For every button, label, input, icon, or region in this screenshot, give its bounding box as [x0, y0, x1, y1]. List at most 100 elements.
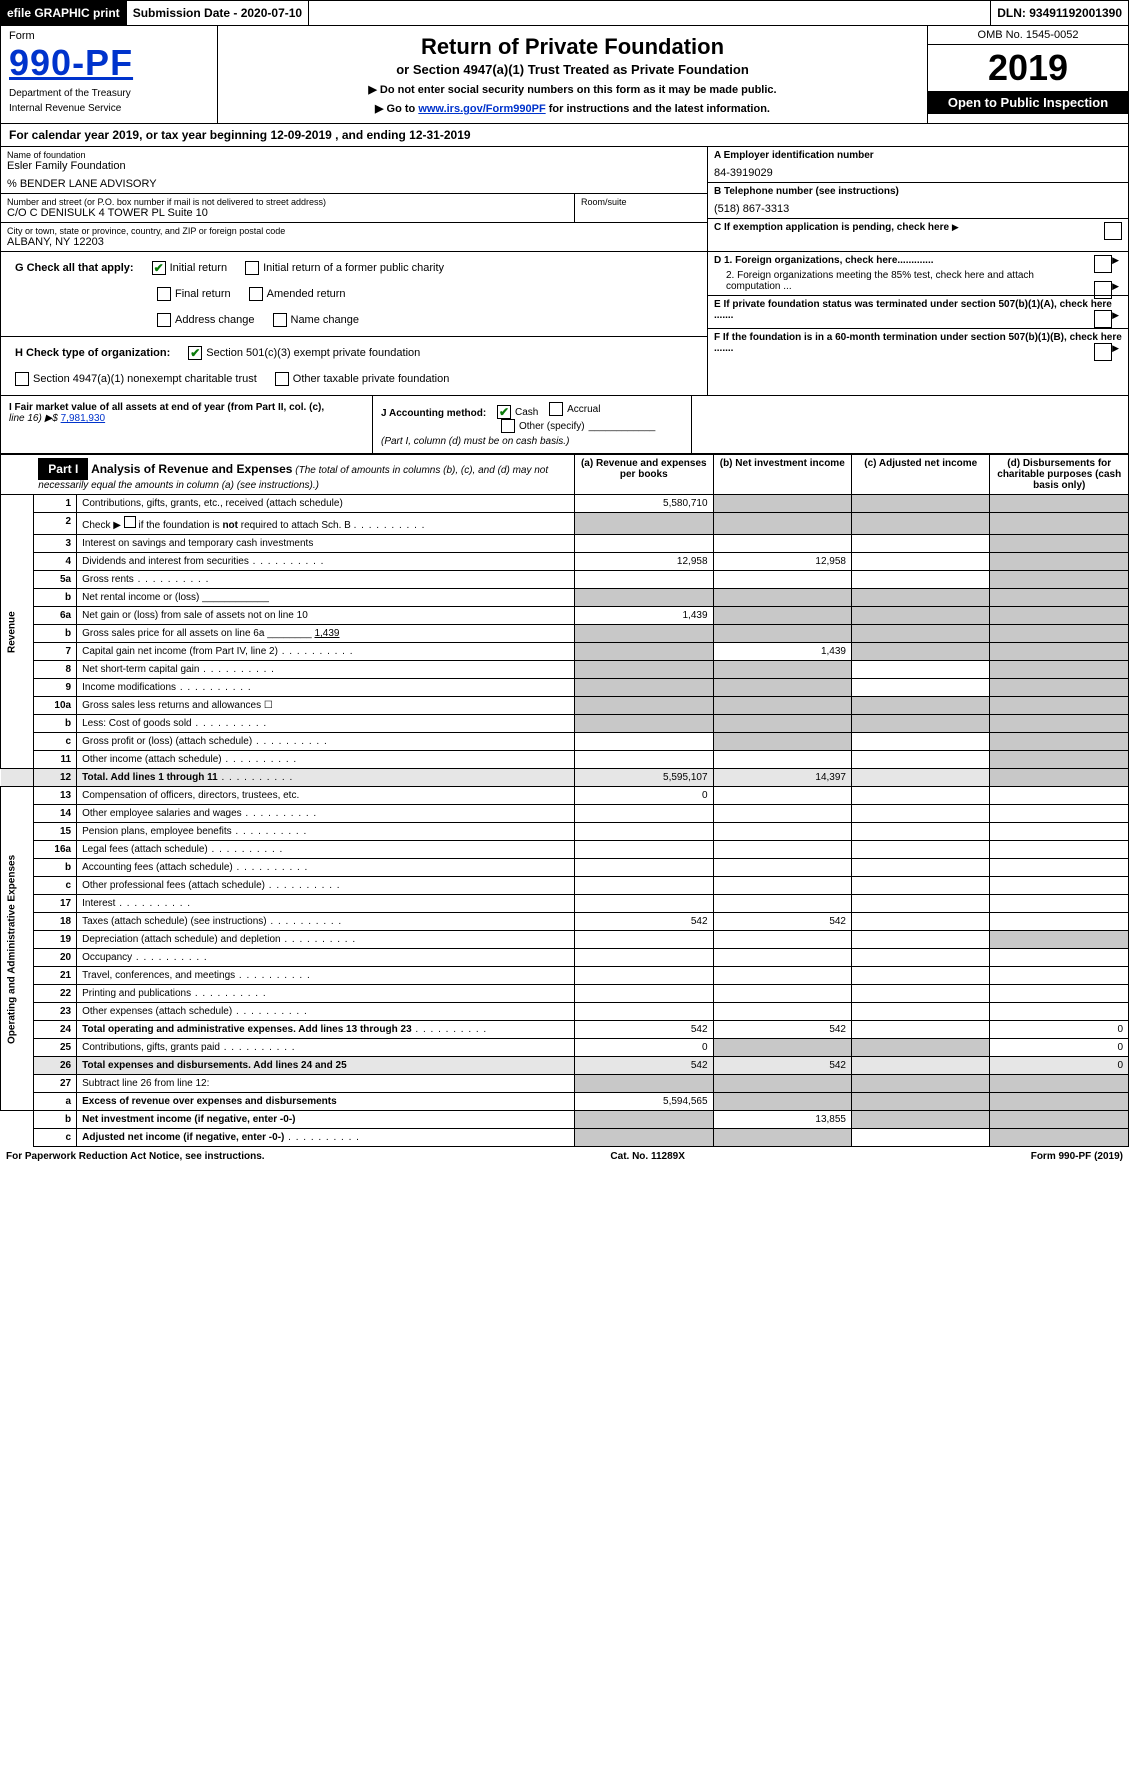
- row-24-b: 542: [713, 1021, 851, 1039]
- row-27c-desc: Adjusted net income (if negative, enter …: [77, 1129, 575, 1147]
- row-4-b: 12,958: [713, 553, 851, 571]
- instr2-post: for instructions and the latest informat…: [546, 103, 770, 115]
- phone-value: (518) 867-3313: [714, 203, 1122, 215]
- row-25: 25Contributions, gifts, grants paid00: [1, 1039, 1129, 1057]
- initial-former-label: Initial return of a former public charit…: [263, 262, 444, 274]
- check-address-change[interactable]: Address change: [157, 313, 255, 327]
- check-cash[interactable]: ✔Cash: [497, 405, 538, 419]
- row-11-num: 11: [33, 751, 76, 769]
- row-6b-val: 1,439: [314, 628, 339, 639]
- open-public-badge: Open to Public Inspection: [928, 91, 1128, 114]
- c-checkbox[interactable]: [1104, 222, 1122, 240]
- other-method-label: Other (specify): [519, 421, 585, 432]
- row-17-desc: Interest: [77, 895, 575, 913]
- name-label: Name of foundation: [7, 150, 701, 160]
- row-26-b: 542: [713, 1057, 851, 1075]
- b-label: B Telephone number (see instructions): [714, 186, 899, 197]
- row-27b-desc: Net investment income (if negative, ente…: [77, 1111, 575, 1129]
- d1-checkbox[interactable]: [1094, 255, 1112, 273]
- row-8: 8Net short-term capital gain: [1, 661, 1129, 679]
- row-24-a: 542: [575, 1021, 713, 1039]
- check-501c3[interactable]: ✔Section 501(c)(3) exempt private founda…: [188, 346, 420, 360]
- row-19: 19Depreciation (attach schedule) and dep…: [1, 931, 1129, 949]
- row-27c-num: c: [33, 1129, 76, 1147]
- row-6a-num: 6a: [33, 607, 76, 625]
- f-checkbox[interactable]: [1094, 343, 1112, 361]
- care-of: % BENDER LANE ADVISORY: [7, 178, 701, 190]
- row-27b: bNet investment income (if negative, ent…: [1, 1111, 1129, 1129]
- row-2-desc: Check ▶ if the foundation is not require…: [77, 513, 575, 535]
- s4947-label: Section 4947(a)(1) nonexempt charitable …: [33, 373, 257, 385]
- top-bar: efile GRAPHIC print Submission Date - 20…: [0, 0, 1129, 26]
- address-change-label: Address change: [175, 314, 255, 326]
- f-label: F If the foundation is in a 60-month ter…: [714, 332, 1122, 354]
- row-12-a: 5,595,107: [575, 769, 713, 787]
- city-label: City or town, state or province, country…: [7, 226, 701, 236]
- row-4-num: 4: [33, 553, 76, 571]
- row-9-desc: Income modifications: [77, 679, 575, 697]
- s501-label: Section 501(c)(3) exempt private foundat…: [206, 347, 420, 359]
- row-5b-desc: Net rental income or (loss) ____________: [77, 589, 575, 607]
- row-14-desc: Other employee salaries and wages: [77, 805, 575, 823]
- row-21: 21Travel, conferences, and meetings: [1, 967, 1129, 985]
- row-5a: 5aGross rents: [1, 571, 1129, 589]
- col-c-header: (c) Adjusted net income: [852, 455, 990, 495]
- row-15: 15Pension plans, employee benefits: [1, 823, 1129, 841]
- footer-left: For Paperwork Reduction Act Notice, see …: [6, 1151, 265, 1162]
- row-10b-num: b: [33, 715, 76, 733]
- instruction-1: ▶ Do not enter social security numbers o…: [228, 83, 917, 96]
- row-27-desc: Subtract line 26 from line 12:: [77, 1075, 575, 1093]
- irs-link[interactable]: www.irs.gov/Form990PF: [418, 103, 545, 115]
- check-4947[interactable]: Section 4947(a)(1) nonexempt charitable …: [15, 372, 257, 386]
- row-8-num: 8: [33, 661, 76, 679]
- check-initial-return[interactable]: ✔Initial return: [152, 261, 227, 275]
- row-26-a: 542: [575, 1057, 713, 1075]
- e-cell: E If private foundation status was termi…: [708, 296, 1128, 329]
- check-other-taxable[interactable]: Other taxable private foundation: [275, 372, 450, 386]
- dln-label: DLN: 93491192001390: [990, 1, 1128, 25]
- row-27b-num: b: [33, 1111, 76, 1129]
- check-initial-former[interactable]: Initial return of a former public charit…: [245, 261, 444, 275]
- row-22-desc: Printing and publications: [77, 985, 575, 1003]
- row-12-desc: Total. Add lines 1 through 11: [77, 769, 575, 787]
- col-d-header: (d) Disbursements for charitable purpose…: [990, 455, 1129, 495]
- row-18-desc: Taxes (attach schedule) (see instruction…: [77, 913, 575, 931]
- row-24-desc: Total operating and administrative expen…: [77, 1021, 575, 1039]
- row-27: 27Subtract line 26 from line 12:: [1, 1075, 1129, 1093]
- check-accrual[interactable]: Accrual: [549, 402, 600, 416]
- row-3: 3Interest on savings and temporary cash …: [1, 535, 1129, 553]
- row-6b: bGross sales price for all assets on lin…: [1, 625, 1129, 643]
- f-cell: F If the foundation is in a 60-month ter…: [708, 329, 1128, 361]
- e-checkbox[interactable]: [1094, 310, 1112, 328]
- row-26-desc: Total expenses and disbursements. Add li…: [77, 1057, 575, 1075]
- check-amended-return[interactable]: Amended return: [249, 287, 346, 301]
- row-7-desc: Capital gain net income (from Part IV, l…: [77, 643, 575, 661]
- row-9: 9Income modifications: [1, 679, 1129, 697]
- row-23-num: 23: [33, 1003, 76, 1021]
- fmv-link[interactable]: 7,981,930: [61, 413, 106, 424]
- foundation-name-cell: Name of foundation Esler Family Foundati…: [1, 147, 707, 194]
- f-placeholder: [692, 396, 1128, 453]
- row-11: 11Other income (attach schedule): [1, 751, 1129, 769]
- row-10a: 10aGross sales less returns and allowanc…: [1, 697, 1129, 715]
- row-24-num: 24: [33, 1021, 76, 1039]
- row-10c-num: c: [33, 733, 76, 751]
- row-16a-desc: Legal fees (attach schedule): [77, 841, 575, 859]
- form-number-link[interactable]: 990-PF: [9, 42, 133, 83]
- row-10a-num: 10a: [33, 697, 76, 715]
- check-name-change[interactable]: Name change: [273, 313, 360, 327]
- i-cell: I Fair market value of all assets at end…: [1, 396, 373, 453]
- form-word: Form: [9, 30, 209, 42]
- address-cell: Number and street (or P.O. box number if…: [1, 194, 707, 223]
- check-other-method[interactable]: Other (specify) ____________: [501, 419, 655, 433]
- row-14: 14Other employee salaries and wages: [1, 805, 1129, 823]
- row-25-desc: Contributions, gifts, grants paid: [77, 1039, 575, 1057]
- row-19-desc: Depreciation (attach schedule) and deple…: [77, 931, 575, 949]
- row-5a-desc: Gross rents: [77, 571, 575, 589]
- row-6a-a: 1,439: [575, 607, 713, 625]
- row-13-num: 13: [33, 787, 76, 805]
- check-final-return[interactable]: Final return: [157, 287, 231, 301]
- tax-year: 2019: [928, 45, 1128, 91]
- row-6b-num: b: [33, 625, 76, 643]
- row-4: 4Dividends and interest from securities1…: [1, 553, 1129, 571]
